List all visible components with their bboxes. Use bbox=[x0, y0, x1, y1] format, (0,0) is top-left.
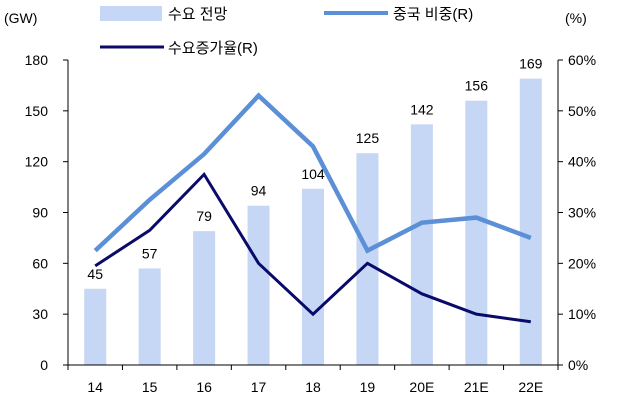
bar-label-14: 45 bbox=[87, 266, 103, 282]
right-tick-label-0: 0% bbox=[568, 357, 588, 373]
x-tick-label-19: 19 bbox=[360, 379, 376, 395]
left-tick-label-90: 90 bbox=[32, 205, 48, 221]
x-tick-label-21E: 21E bbox=[464, 379, 489, 395]
bar-14 bbox=[84, 288, 107, 365]
bar-label-15: 57 bbox=[142, 245, 158, 261]
legend: 수요 전망 중국 비중(R) 수요증가율(R) bbox=[100, 6, 473, 57]
legend-item-demand-growth: 수요증가율(R) bbox=[100, 40, 258, 57]
left-tick-label-30: 30 bbox=[32, 306, 48, 322]
bar-label-17: 94 bbox=[251, 183, 267, 199]
x-tick-label-15: 15 bbox=[142, 379, 158, 395]
bar-label-19: 125 bbox=[356, 130, 380, 146]
right-tick-label-10: 10% bbox=[568, 306, 596, 322]
bar-16 bbox=[193, 231, 216, 365]
bar-label-16: 79 bbox=[196, 208, 212, 224]
left-tick-label-180: 180 bbox=[25, 52, 49, 68]
plot-area: 0 30 60 90 120 150 180 0% 10% 20% 30% 40% 50% 60% 14 15… bbox=[25, 52, 596, 395]
left-tick-label-0: 0 bbox=[40, 357, 48, 373]
legend-label-china-share: 중국 비중(R) bbox=[393, 6, 473, 23]
bar-label-20E: 142 bbox=[410, 101, 434, 117]
left-tick-label-60: 60 bbox=[32, 255, 48, 271]
bar-17 bbox=[247, 205, 270, 365]
bar-label-21E: 156 bbox=[465, 78, 489, 94]
x-tick-label-22E: 22E bbox=[518, 379, 543, 395]
left-tick-label-120: 120 bbox=[25, 154, 49, 170]
right-tick-label-40: 40% bbox=[568, 154, 596, 170]
right-tick-label-20: 20% bbox=[568, 255, 596, 271]
x-tick-label-18: 18 bbox=[305, 379, 321, 395]
x-tick-label-17: 17 bbox=[251, 379, 267, 395]
bar-label-22E: 169 bbox=[519, 56, 543, 72]
china-share-line bbox=[93, 92, 532, 254]
bar-20E bbox=[410, 124, 433, 365]
bar-19 bbox=[356, 153, 379, 365]
right-tick-label-60: 60% bbox=[568, 52, 596, 68]
right-tick-label-30: 30% bbox=[568, 205, 596, 221]
bar-label-18: 104 bbox=[301, 166, 325, 182]
bar-22E bbox=[519, 78, 542, 365]
bar-21E bbox=[465, 100, 488, 366]
legend-item-demand-forecast: 수요 전망 bbox=[100, 6, 228, 23]
left-tick-label-150: 150 bbox=[25, 103, 49, 119]
x-tick-label-16: 16 bbox=[196, 379, 212, 395]
legend-swatch-bar bbox=[100, 6, 162, 21]
right-axis-unit: (%) bbox=[565, 10, 587, 26]
bar-18 bbox=[302, 188, 324, 365]
right-tick-label-50: 50% bbox=[568, 103, 596, 119]
left-axis-unit: (GW) bbox=[4, 10, 37, 26]
bar-15 bbox=[138, 268, 161, 365]
demand-growth-line bbox=[94, 171, 531, 324]
x-tick-label-14: 14 bbox=[87, 379, 103, 395]
legend-label-demand-growth: 수요증가율(R) bbox=[168, 40, 258, 57]
legend-label-demand-forecast: 수요 전망 bbox=[168, 6, 228, 23]
legend-item-china-share: 중국 비중(R) bbox=[324, 6, 473, 23]
x-tick-label-20E: 20E bbox=[409, 379, 434, 395]
